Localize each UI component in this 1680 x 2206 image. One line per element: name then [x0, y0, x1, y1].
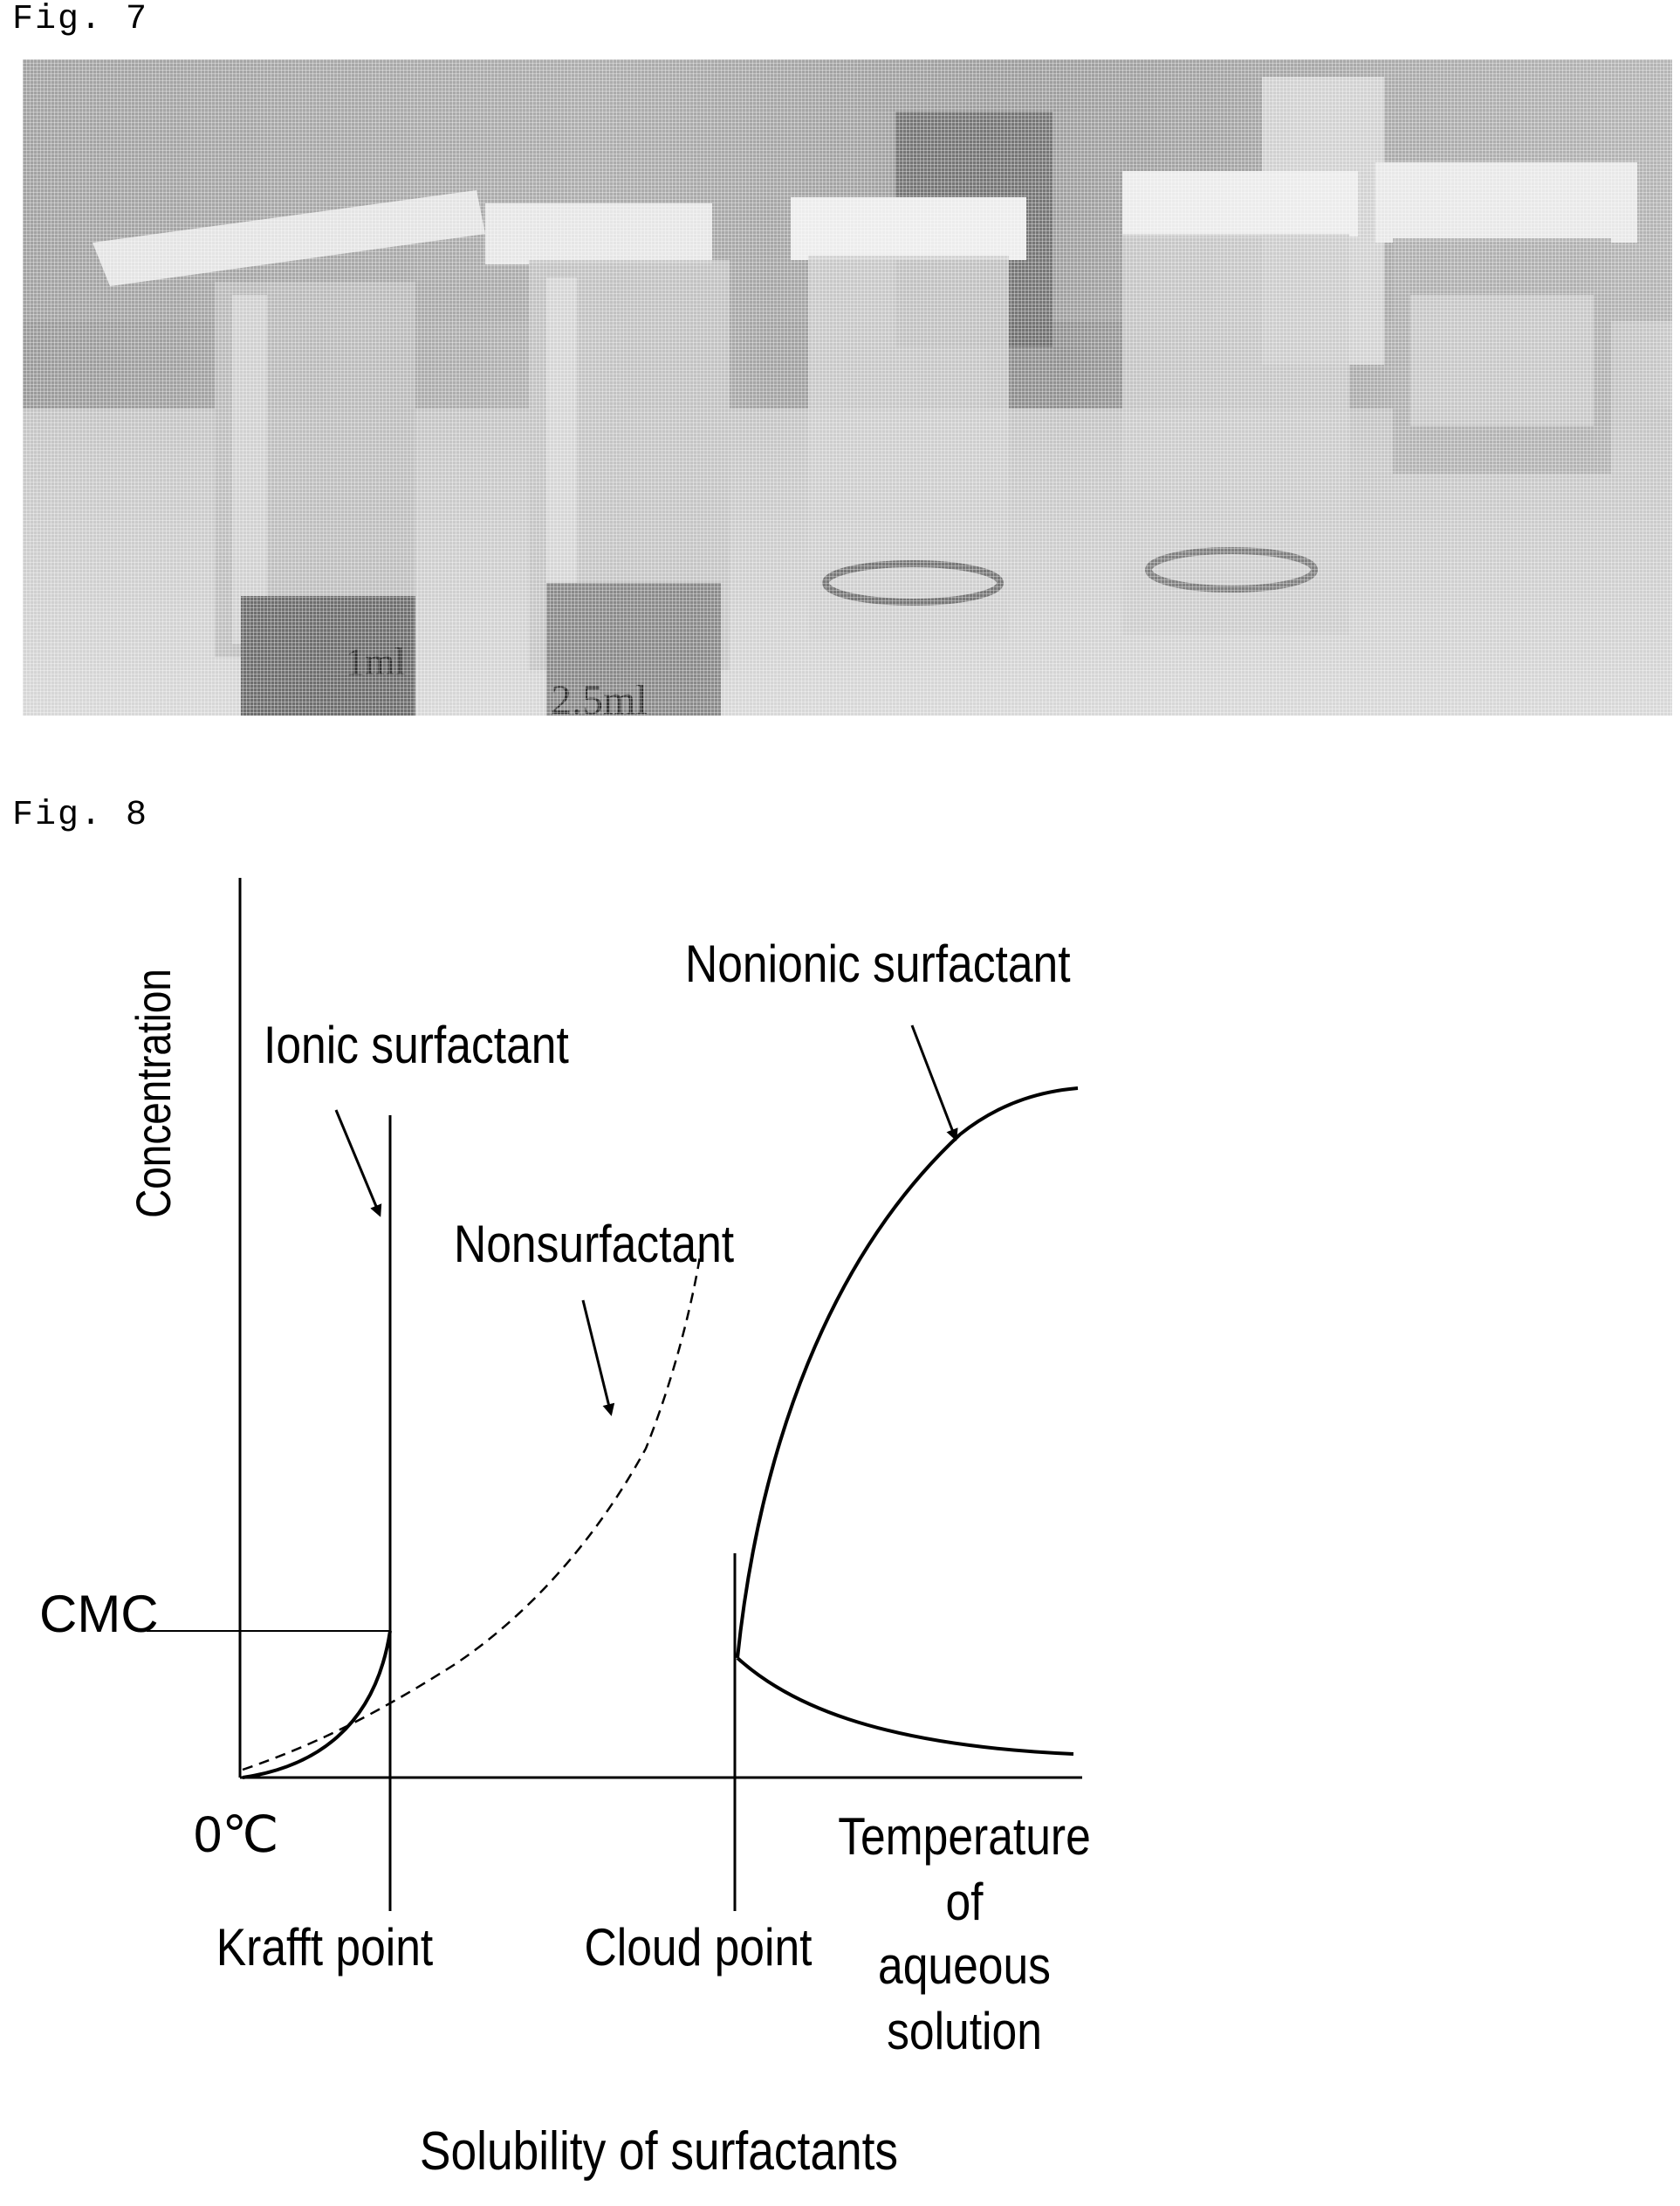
x-axis-label-line: of [945, 1872, 983, 1931]
ionic-surfactant-curve [243, 1631, 390, 1778]
nonionic-surfactant-arrow [912, 1025, 956, 1139]
x-axis-label: Temperature of aqueous solution [838, 1806, 1091, 2060]
figure-7-label: Fig. 7 [12, 0, 148, 39]
ionic-surfactant-arrow [336, 1110, 380, 1215]
figure-8-label: Fig. 8 [12, 796, 148, 835]
solubility-diagram: Concentration CMC Ionic surfactant Nonsu… [0, 838, 1680, 2206]
nonionic-surfactant-curve-lower [737, 1658, 1073, 1754]
ionic-surfactant-label: Ionic surfactant [264, 1015, 569, 1074]
nonsurfactant-curve [243, 1239, 703, 1770]
krafft-point-label: Krafft point [216, 1917, 434, 1976]
vials-photo: 1ml 2.5ml [23, 59, 1672, 716]
nonsurfactant-label: Nonsurfactant [454, 1214, 735, 1273]
cloud-point-label: Cloud point [585, 1917, 813, 1976]
cmc-label: CMC [39, 1585, 159, 1643]
x-axis-label-line: solution [887, 2001, 1042, 2060]
origin-label: 0℃ [194, 1806, 278, 1863]
nonsurfactant-arrow [583, 1300, 611, 1414]
diagram-caption: Solubility of surfactants [420, 2121, 898, 2182]
x-axis-label-line: aqueous [878, 1935, 1051, 1995]
nonionic-surfactant-label: Nonionic surfactant [685, 934, 1071, 993]
x-axis-label-line: Temperature [838, 1806, 1091, 1866]
nonionic-surfactant-curve [737, 1088, 1078, 1658]
y-axis-label: Concentration [127, 969, 181, 1218]
